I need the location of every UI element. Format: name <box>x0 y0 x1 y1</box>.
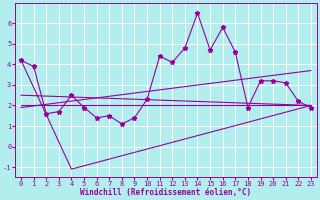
X-axis label: Windchill (Refroidissement éolien,°C): Windchill (Refroidissement éolien,°C) <box>80 188 252 197</box>
